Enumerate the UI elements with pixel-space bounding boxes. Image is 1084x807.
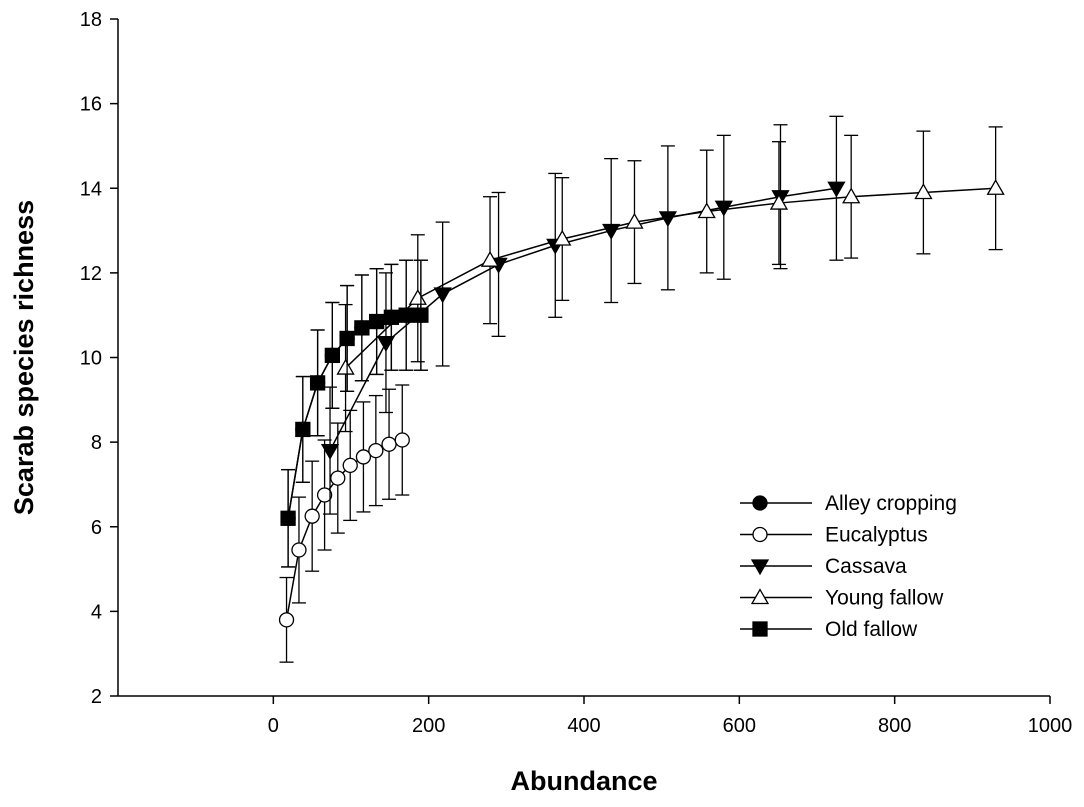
data-point xyxy=(842,187,861,204)
data-point xyxy=(278,612,295,628)
x-axis-title: Abundance xyxy=(510,766,657,796)
data-point xyxy=(342,457,358,474)
data-point xyxy=(480,250,500,267)
data-point xyxy=(320,443,340,460)
data-point xyxy=(381,436,397,452)
legend-marker xyxy=(752,621,768,637)
legend-marker xyxy=(752,526,768,543)
data-point xyxy=(394,432,410,448)
data-point xyxy=(914,183,933,200)
legend-label: Alley cropping xyxy=(825,492,957,515)
x-tick-label: 1000 xyxy=(1028,715,1073,737)
data-point xyxy=(413,307,429,323)
legend-label: Old fallow xyxy=(825,618,918,641)
y-tick-label: 12 xyxy=(80,263,102,285)
data-point xyxy=(697,202,716,219)
data-point xyxy=(291,542,307,558)
data-point xyxy=(324,347,341,364)
x-tick-label: 200 xyxy=(412,715,445,737)
data-point xyxy=(986,178,1005,195)
data-point xyxy=(309,375,326,391)
data-point xyxy=(714,200,733,217)
data-point xyxy=(383,309,400,325)
y-tick-label: 10 xyxy=(80,348,102,370)
series-old-fallow xyxy=(280,259,429,568)
x-tick-label: 600 xyxy=(723,715,756,737)
legend-marker xyxy=(750,559,770,576)
ticks: 0 200 400 600 800 1000 2 4 6 8 10 12 14 16 18 xyxy=(80,9,1073,737)
data-point xyxy=(355,449,372,465)
data-point xyxy=(625,212,644,229)
legend-label: Young fallow xyxy=(825,587,944,610)
y-tick-label: 2 xyxy=(91,686,102,708)
x-tick-label: 800 xyxy=(878,715,911,737)
legend-item-alley-cropping: Alley cropping xyxy=(740,492,957,515)
data-point xyxy=(398,307,414,323)
y-tick-label: 16 xyxy=(80,94,102,116)
x-tick-label: 400 xyxy=(567,715,600,737)
data-point xyxy=(553,229,572,246)
y-tick-label: 6 xyxy=(91,517,102,539)
x-tick-label: 0 xyxy=(268,715,279,737)
data-point xyxy=(433,287,452,304)
plot-area xyxy=(278,115,1005,663)
data-point xyxy=(316,487,333,503)
legend-marker xyxy=(752,495,768,511)
data-point xyxy=(376,336,396,353)
legend-item-young-fallow: Young fallow xyxy=(740,587,944,610)
y-tick-label: 8 xyxy=(91,432,102,454)
y-axis-title: Scarab species richness xyxy=(9,200,39,515)
legend: Alley cropping Eucalyptus Cassava Young fal… xyxy=(740,492,957,641)
y-tick-label: 14 xyxy=(80,178,102,200)
data-point xyxy=(280,510,296,526)
legend-item-old-fallow: Old fallow xyxy=(740,618,918,641)
data-point xyxy=(354,320,370,336)
data-point xyxy=(769,193,789,210)
y-tick-label: 18 xyxy=(80,9,102,31)
legend-label: Cassava xyxy=(825,555,907,578)
data-point xyxy=(339,330,355,347)
data-point xyxy=(368,313,385,330)
data-point xyxy=(336,358,355,375)
legend-item-eucalyptus: Eucalyptus xyxy=(740,524,928,547)
series-young-fallow xyxy=(336,126,1005,433)
data-point xyxy=(330,470,346,486)
data-point xyxy=(658,211,678,228)
legend-marker xyxy=(750,588,770,605)
y-tick-label: 4 xyxy=(91,601,102,623)
series-line xyxy=(345,187,996,369)
legend-label: Eucalyptus xyxy=(825,524,928,547)
series-eucalyptus xyxy=(278,384,410,663)
data-point xyxy=(304,508,320,524)
legend-item-cassava: Cassava xyxy=(740,555,907,578)
data-point xyxy=(295,421,311,438)
data-point xyxy=(368,442,384,459)
data-point xyxy=(827,181,846,198)
data-point xyxy=(408,288,427,305)
